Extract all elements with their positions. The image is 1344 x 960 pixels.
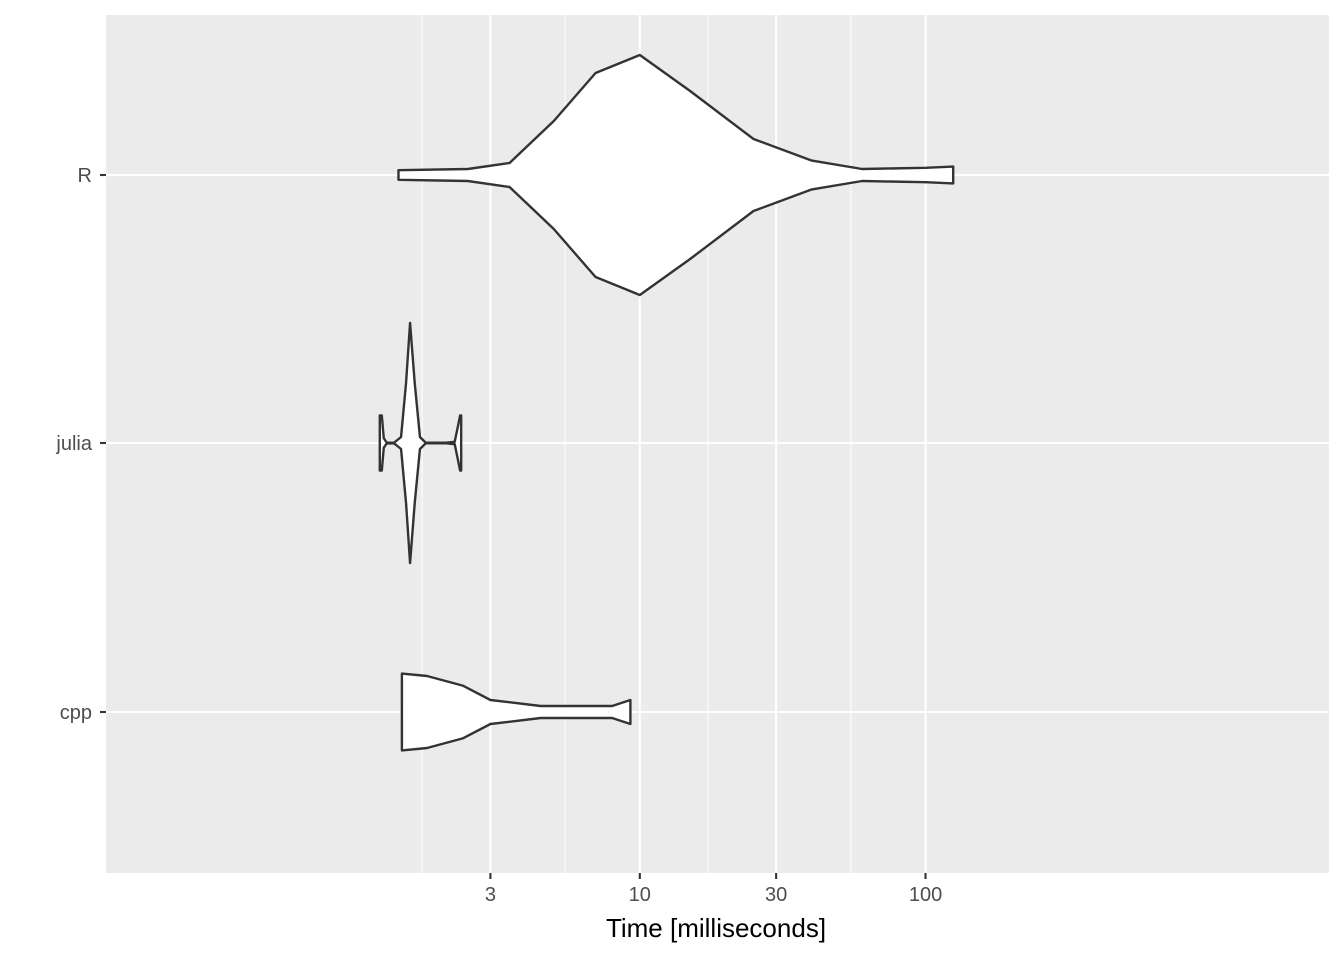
x-tick-label: 30	[765, 884, 787, 906]
violins	[378, 53, 955, 752]
y-tick-label-cpp: cpp	[60, 702, 92, 724]
x-tick-label: 3	[485, 884, 496, 906]
y-tick-label-R: R	[78, 165, 92, 187]
x-tick-label: 10	[629, 884, 651, 906]
x-axis-title: Time [milliseconds]	[606, 913, 826, 943]
violin-cpp	[400, 672, 632, 752]
x-axis: 3 10 30 100	[485, 873, 942, 906]
violin-R	[397, 53, 955, 297]
y-tick-label-julia: julia	[55, 433, 92, 455]
violin-julia	[378, 321, 463, 565]
x-tick-label: 100	[909, 884, 942, 906]
